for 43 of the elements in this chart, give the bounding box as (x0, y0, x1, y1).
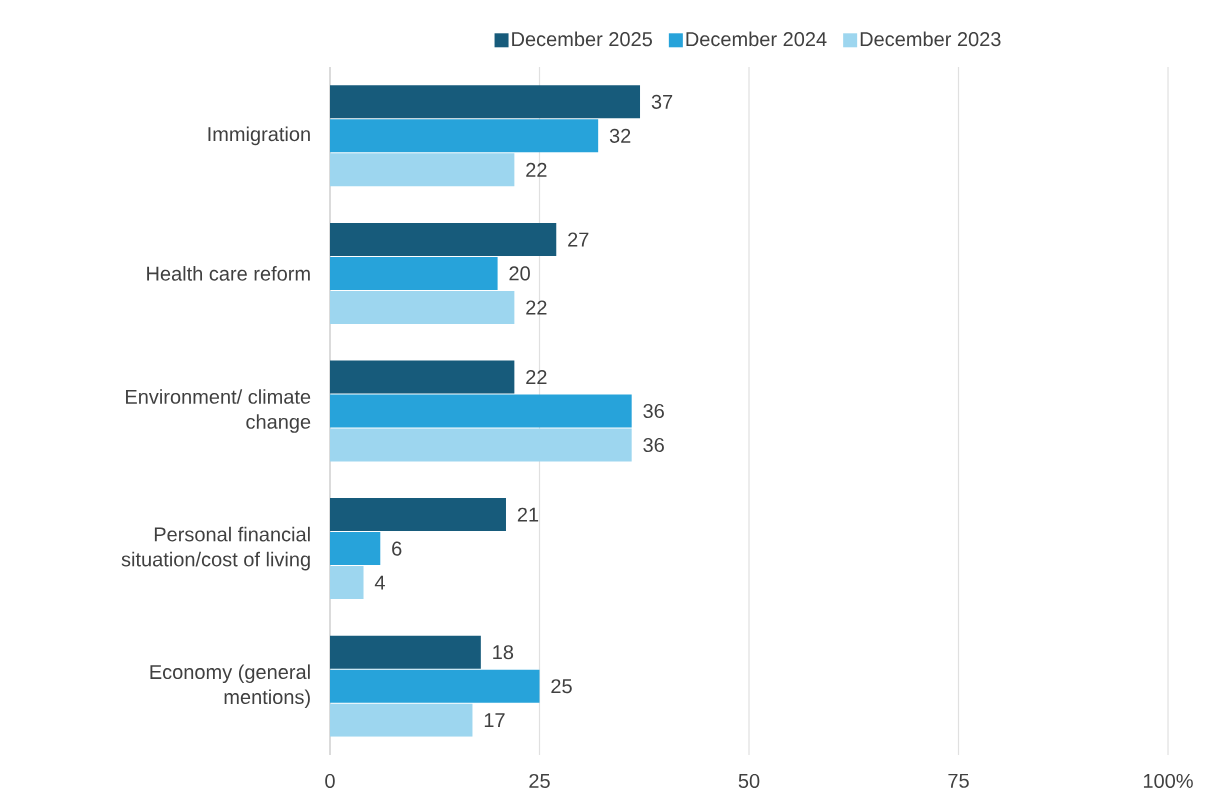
bar (330, 119, 599, 153)
data-label: 4 (374, 575, 385, 590)
data-label: 36 (643, 403, 664, 419)
bar (330, 290, 515, 324)
y-tick-label: Environment/ climate change (126, 389, 311, 433)
data-label: 6 (392, 541, 402, 556)
bar (330, 498, 506, 532)
data-label: 27 (568, 232, 589, 247)
data-label: 22 (526, 162, 547, 177)
bar (330, 635, 481, 669)
bar (330, 256, 498, 290)
data-label: 20 (509, 266, 530, 281)
bar (330, 532, 381, 566)
legend-label: December 2024 (686, 31, 827, 47)
bar (330, 428, 632, 462)
bar (330, 222, 557, 256)
data-label: 22 (526, 300, 547, 315)
legend-label: December 2025 (512, 31, 652, 47)
bar (330, 85, 641, 119)
y-tick-label: Health care reform (147, 266, 310, 281)
x-tick-label: 100% (1143, 773, 1193, 789)
bar (330, 394, 632, 428)
bar (330, 360, 515, 394)
data-label: 32 (609, 128, 631, 143)
data-label: 25 (551, 679, 572, 694)
x-tick-label: 50 (738, 773, 760, 789)
bar (330, 669, 540, 703)
data-label: 37 (651, 94, 673, 109)
data-label: 17 (484, 713, 505, 728)
x-tick-label: 25 (529, 773, 550, 789)
data-label: 22 (526, 370, 547, 384)
y-tick-label: Immigration (208, 126, 310, 146)
bar (330, 153, 515, 187)
x-tick-label: 75 (948, 773, 969, 788)
y-tick-label: Personal financial situation/cost of living (121, 526, 310, 571)
bar (330, 703, 473, 737)
data-label: 18 (493, 645, 514, 660)
bar (330, 566, 364, 600)
legend-label: December 2023 (860, 31, 1001, 47)
y-tick-label: Economy (general mentions) (150, 664, 310, 709)
x-tick-label: 0 (325, 773, 335, 789)
data-label: 21 (517, 507, 539, 522)
data-label: 36 (643, 437, 664, 453)
